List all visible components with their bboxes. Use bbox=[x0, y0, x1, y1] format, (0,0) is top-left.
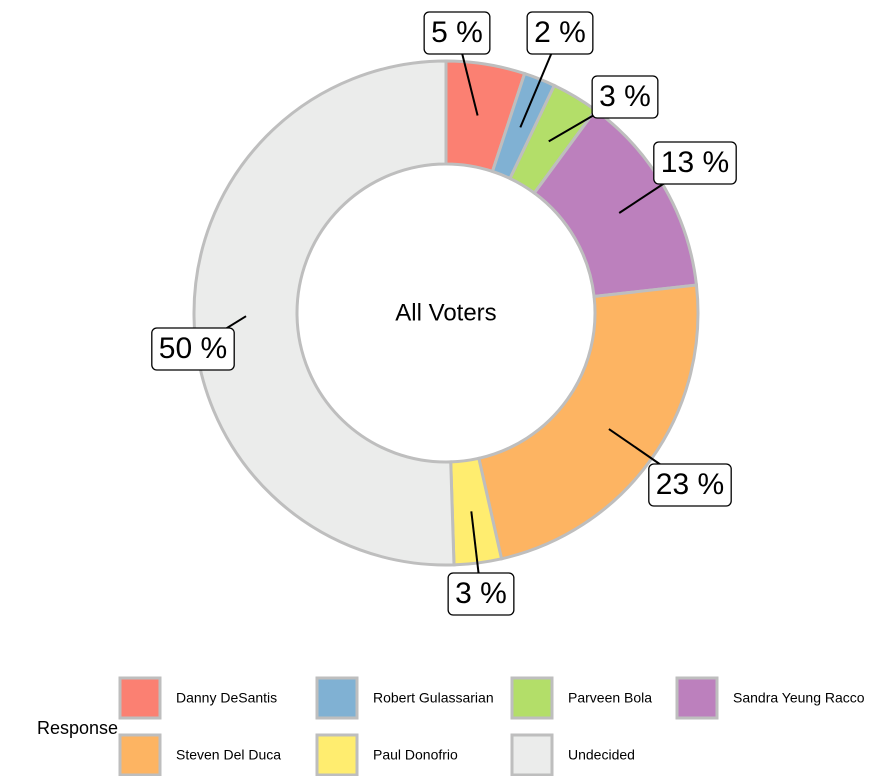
legend-swatch bbox=[675, 676, 719, 720]
legend-swatch bbox=[315, 676, 359, 720]
legend-label: Parveen Bola bbox=[568, 690, 652, 706]
legend-label: Steven Del Duca bbox=[176, 747, 281, 763]
data-label: 23 % bbox=[656, 468, 724, 501]
legend-swatch bbox=[510, 733, 554, 776]
legend-label: Paul Donofrio bbox=[373, 747, 458, 763]
data-label: 50 % bbox=[159, 332, 227, 365]
label-box bbox=[648, 463, 732, 507]
legend-label: Sandra Yeung Racco bbox=[733, 690, 865, 706]
data-label: 5 % bbox=[431, 16, 483, 49]
label-box bbox=[591, 75, 659, 119]
label-box bbox=[423, 11, 491, 55]
legend-swatch bbox=[510, 676, 554, 720]
donut-segment bbox=[192, 59, 456, 567]
label-box bbox=[526, 11, 594, 55]
legend-swatch bbox=[315, 733, 359, 776]
label-box bbox=[447, 572, 515, 616]
legend-swatch bbox=[118, 676, 162, 720]
donut-segment bbox=[477, 283, 700, 561]
legend-swatch bbox=[118, 733, 162, 776]
legend-label: Robert Gulassarian bbox=[373, 690, 494, 706]
data-label: 2 % bbox=[534, 16, 586, 49]
data-label: 3 % bbox=[599, 80, 651, 113]
legend-title: Response bbox=[37, 718, 118, 738]
donut bbox=[192, 59, 700, 567]
label-box bbox=[653, 141, 737, 185]
data-label: 13 % bbox=[661, 146, 729, 179]
center-label: All Voters bbox=[395, 299, 496, 326]
legend-label: Undecided bbox=[568, 747, 635, 763]
label-box bbox=[151, 327, 235, 371]
data-label: 3 % bbox=[455, 577, 507, 610]
legend-label: Danny DeSantis bbox=[176, 690, 277, 706]
